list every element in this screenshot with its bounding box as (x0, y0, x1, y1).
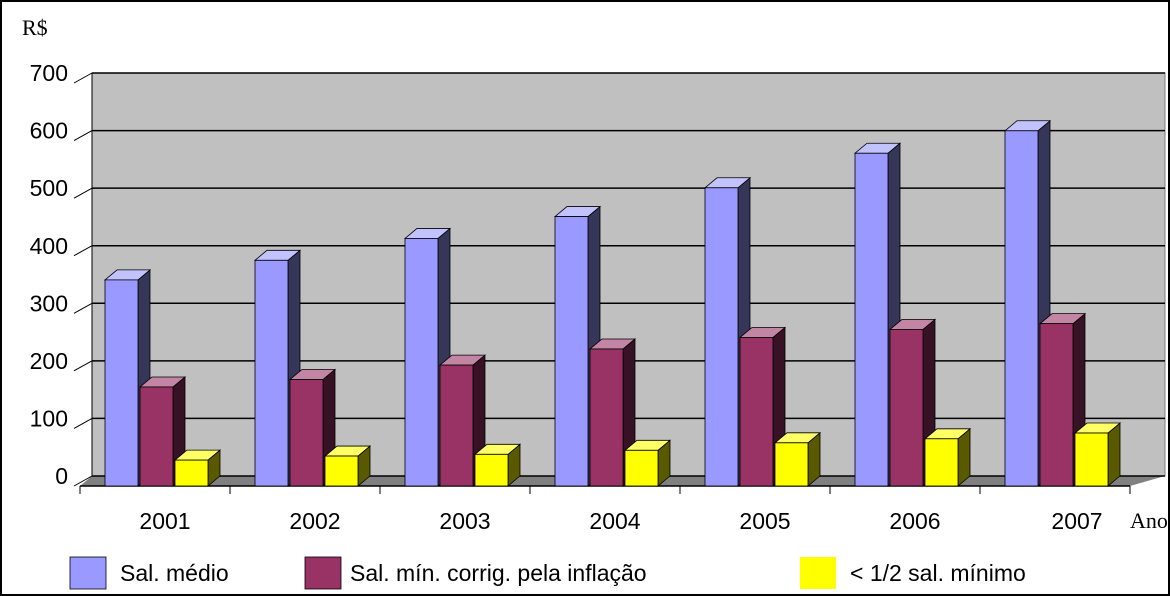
x-tick-label: 2001 (139, 508, 190, 534)
bar (589, 348, 624, 487)
y-tick-label: 700 (30, 60, 68, 86)
bar (1004, 130, 1039, 487)
bar (889, 329, 924, 487)
bar (624, 449, 659, 487)
y-tick-label: 400 (30, 233, 68, 259)
y-tick-label: 200 (30, 348, 68, 374)
tick-mark (73, 72, 93, 84)
legend-swatch (800, 557, 836, 589)
legend-label: Sal. mín. corrig. pela inflação (350, 560, 647, 586)
bar (139, 386, 174, 487)
bar (439, 364, 474, 487)
bar (1074, 432, 1109, 487)
bar-side (1107, 422, 1121, 487)
bar (254, 259, 289, 487)
bar (704, 187, 739, 487)
x-tick-label: 2006 (889, 508, 940, 534)
x-tick-label: 2007 (1051, 508, 1102, 534)
y-tick-label: 100 (30, 406, 68, 432)
tick-mark (73, 475, 93, 487)
tick-mark (73, 302, 93, 314)
y-axis-label: R$ (22, 15, 48, 40)
tick-mark (73, 245, 93, 257)
tick-mark (73, 187, 93, 199)
x-axis-label: Ano (1130, 508, 1168, 533)
x-tick-label: 2005 (739, 508, 790, 534)
bar (774, 442, 809, 487)
bar (104, 279, 139, 487)
x-tick-label: 2004 (589, 508, 640, 534)
tick-mark (73, 130, 93, 142)
bar (854, 152, 889, 487)
x-tick-label: 2002 (289, 508, 340, 534)
bar (324, 455, 359, 487)
y-tick-label: 300 (30, 290, 68, 316)
bar (174, 459, 209, 487)
bar (474, 453, 509, 487)
legend-label: Sal. médio (120, 560, 229, 586)
x-tick-label: 2003 (439, 508, 490, 534)
legend-swatch (69, 556, 107, 590)
bar (924, 438, 959, 487)
tick-mark (73, 417, 93, 429)
legend-label: < 1/2 sal. mínimo (850, 560, 1026, 586)
bar (404, 238, 439, 487)
y-tick-label: 600 (30, 118, 68, 144)
bar (1039, 323, 1074, 487)
y-tick-label: 500 (30, 175, 68, 201)
y-tick-label: 0 (55, 463, 68, 489)
tick-mark (73, 360, 93, 372)
bar (739, 337, 774, 487)
bar (289, 379, 324, 487)
bar (554, 216, 589, 487)
legend-swatch (304, 556, 342, 590)
